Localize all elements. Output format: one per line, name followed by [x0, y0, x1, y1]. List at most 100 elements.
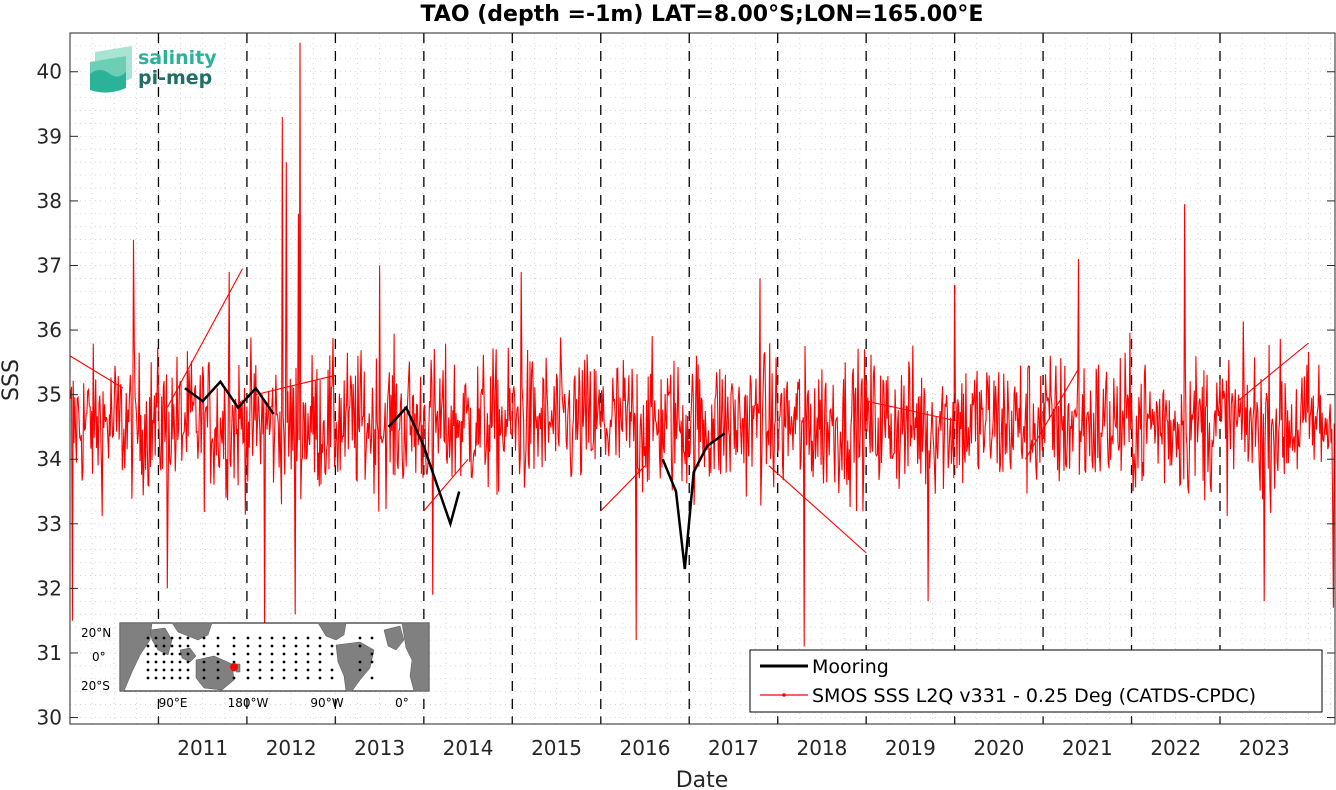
- map-lat-label-20s: 20°S: [81, 679, 110, 693]
- map-lon-label-0: 0°: [395, 696, 409, 710]
- salinity-pi-mep-logo: salinity pi-mep: [90, 46, 217, 93]
- mooring-array-dots: [146, 636, 374, 680]
- x-tick-label: 2016: [620, 736, 671, 760]
- mooring-site-dot: [186, 644, 190, 648]
- y-tick-label: 39: [37, 124, 62, 148]
- mooring-site-dot: [270, 660, 274, 664]
- mooring-site-dot: [270, 676, 274, 680]
- x-tick-label: 2011: [177, 736, 228, 760]
- mooring-site-dot: [162, 644, 166, 648]
- mooring-site-dot: [294, 668, 298, 672]
- mooring-site-dot: [294, 660, 298, 664]
- mooring-site-dot: [270, 652, 274, 656]
- mooring-site-dot: [154, 660, 158, 664]
- mooring-site-dot: [318, 636, 322, 640]
- x-tick-label: 2022: [1150, 736, 1201, 760]
- smos-sss-gap-line: [600, 465, 646, 512]
- logo-line2: pi-mep: [138, 67, 212, 89]
- mooring-site-dot: [146, 652, 150, 656]
- y-tick-label: 32: [37, 576, 62, 600]
- mooring-site-dot: [282, 676, 286, 680]
- mooring-site-dot: [146, 668, 150, 672]
- mooring-site-dot: [258, 660, 262, 664]
- mooring-site-dot: [306, 676, 310, 680]
- plot-frame: [69, 32, 1336, 725]
- mooring-site-dot: [216, 644, 220, 648]
- mooring-site-dot: [270, 644, 274, 648]
- smos-sss-gap-line: [166, 268, 243, 408]
- x-tick-label: 2019: [885, 736, 936, 760]
- mooring-site-dot: [202, 668, 206, 672]
- map-land: [119, 622, 430, 692]
- mooring-site-dot: [186, 636, 190, 640]
- mooring-site-dot: [154, 636, 158, 640]
- mooring-site-dot: [146, 644, 150, 648]
- mooring-site-dot: [178, 652, 182, 656]
- y-tick-label: 36: [37, 318, 62, 342]
- series-lines: [69, 42, 1336, 647]
- legend-smos-marker: [782, 693, 786, 697]
- mooring-site-dot: [202, 644, 206, 648]
- smos-sss-gap-line: [866, 400, 955, 422]
- mooring-site-dot: [330, 668, 334, 672]
- mooring-site-dot: [318, 676, 322, 680]
- smos-sss-gap-line: [423, 458, 469, 512]
- y-tick-label: 34: [37, 447, 62, 471]
- mooring-site-dot: [330, 644, 334, 648]
- selected-mooring-marker: [230, 663, 238, 671]
- mooring-site-dot: [358, 636, 362, 640]
- mooring-site-dot: [370, 652, 374, 656]
- mooring-site-dot: [170, 636, 174, 640]
- logo-line1: salinity: [138, 47, 217, 69]
- mooring-site-dot: [232, 636, 236, 640]
- mooring-site-dot: [370, 636, 374, 640]
- legend-smos-label: SMOS SSS L2Q v331 - 0.25 Deg (CATDS-CPDC…: [812, 685, 1256, 707]
- mooring-site-dot: [154, 668, 158, 672]
- x-tick-label: 2017: [708, 736, 759, 760]
- smos-sss-gap-line: [255, 374, 336, 396]
- mooring-site-dot: [186, 660, 190, 664]
- mooring-site-dot: [258, 652, 262, 656]
- mooring-site-dot: [216, 668, 220, 672]
- mooring-site-dot: [270, 668, 274, 672]
- mooring-site-dot: [294, 676, 298, 680]
- mooring-series-line: [387, 405, 461, 529]
- mooring-site-dot: [202, 636, 206, 640]
- mooring-site-dot: [306, 636, 310, 640]
- map-lon-label-90w: 90°W: [310, 696, 343, 710]
- mooring-site-dot: [246, 636, 250, 640]
- y-tick-label: 38: [37, 189, 62, 213]
- mooring-site-dot: [232, 652, 236, 656]
- x-tick-label: 2021: [1062, 736, 1113, 760]
- mooring-site-dot: [162, 652, 166, 656]
- mooring-site-dot: [216, 636, 220, 640]
- mooring-site-dot: [318, 660, 322, 664]
- mooring-site-dot: [154, 652, 158, 656]
- mooring-site-dot: [370, 676, 374, 680]
- mooring-site-dot: [358, 660, 362, 664]
- chart-title: TAO (depth =-1m) LAT=8.00°S;LON=165.00°E: [421, 2, 984, 27]
- mooring-site-dot: [170, 676, 174, 680]
- mooring-site-dot: [370, 660, 374, 664]
- mooring-site-dot: [306, 668, 310, 672]
- mooring-site-dot: [162, 660, 166, 664]
- mooring-site-dot: [246, 644, 250, 648]
- smos-sss-series-line: [69, 42, 1336, 647]
- smos-sss-gap-line: [1237, 342, 1309, 402]
- y-tick-label: 31: [37, 641, 62, 665]
- mooring-site-dot: [282, 636, 286, 640]
- mooring-site-dot: [216, 660, 220, 664]
- mooring-site-dot: [170, 668, 174, 672]
- mooring-site-dot: [330, 652, 334, 656]
- y-tick-label: 35: [37, 383, 62, 407]
- mooring-site-dot: [178, 668, 182, 672]
- x-axis: 2011 2012 2013 2014 2015 2016 2017 2018 2019 2020…: [157, 716, 1290, 760]
- x-tick-label: 2015: [531, 736, 582, 760]
- mooring-site-dot: [258, 644, 262, 648]
- legend-box: [749, 649, 1323, 713]
- y-tick-label: 33: [37, 512, 62, 536]
- mooring-site-dot: [178, 660, 182, 664]
- y-tick-label: 30: [37, 706, 62, 730]
- x-tick-label: 2013: [354, 736, 405, 760]
